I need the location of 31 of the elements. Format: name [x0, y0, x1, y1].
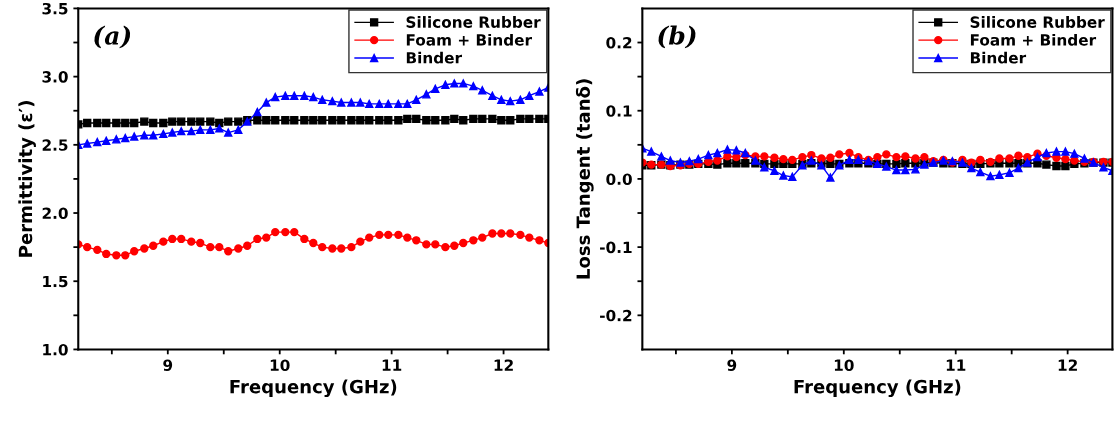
x-tick-label: 12: [494, 359, 513, 371]
y-tick-label: 1.0: [43, 343, 68, 356]
y-tick-label: 0.1: [606, 105, 632, 117]
x-axis-title: Frequency (GHz): [230, 379, 397, 398]
y-tick-label: 3.5: [42, 2, 68, 15]
annotation: (a): [94, 25, 131, 49]
y-axis-title: Permittivity (ε′): [18, 101, 36, 257]
x-tick-label: 10: [270, 359, 290, 371]
legend-label: Foam + Binder: [970, 33, 1097, 46]
x-tick-label: 9: [727, 359, 737, 371]
y-tick-label: 0.0: [606, 173, 632, 185]
x-tick-label: 12: [1058, 359, 1077, 371]
legend-label: Silicone Rubber: [970, 16, 1105, 28]
legend-label: Silicone Rubber: [406, 16, 541, 28]
y-tick-label: 2.0: [42, 207, 68, 220]
x-tick-label: 11: [946, 359, 966, 371]
legend-label: Foam + Binder: [406, 33, 532, 46]
y-tick-label: 0.2: [606, 36, 632, 49]
y-tick-label: 1.5: [43, 275, 68, 288]
x-tick-label: 9: [163, 359, 173, 371]
legend-label: Binder: [406, 51, 462, 64]
y-tick-label: -0.2: [600, 309, 632, 322]
y-tick-label: 3.0: [42, 71, 68, 83]
y-axis-title: Loss Tangent (tanδ): [575, 79, 594, 279]
x-axis-title: Frequency (GHz): [794, 379, 961, 398]
y-tick-label: 2.5: [42, 139, 68, 151]
annotation: (b): [658, 25, 696, 49]
x-tick-label: 11: [382, 359, 402, 371]
x-tick-label: 10: [834, 359, 854, 371]
legend-label: Binder: [970, 51, 1027, 64]
y-tick-label: -0.1: [600, 241, 632, 254]
